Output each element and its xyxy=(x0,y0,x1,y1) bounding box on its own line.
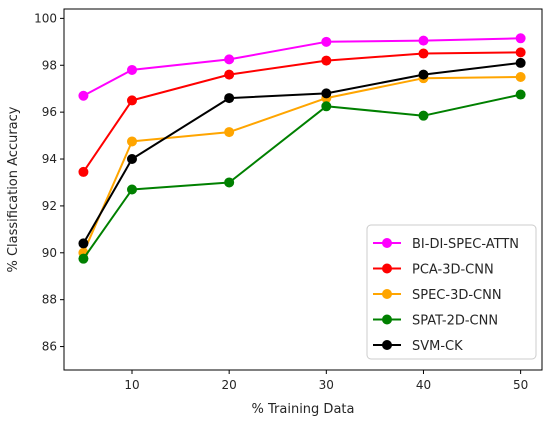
data-point-spat-2d-cnn xyxy=(78,253,89,264)
data-point-spec-3d-cnn xyxy=(515,71,526,82)
x-tick-label: 50 xyxy=(513,378,528,392)
data-point-svm-ck xyxy=(515,57,526,68)
series-line-spat-2d-cnn xyxy=(82,93,521,260)
data-point-spec-3d-cnn xyxy=(127,136,138,147)
series-line-svm-ck xyxy=(82,61,521,244)
y-tick-label: 92 xyxy=(42,199,57,213)
legend-item-spat-2d-cnn: SPAT-2D-CNN xyxy=(373,314,498,329)
data-point-pca-3d-cnn xyxy=(418,48,429,59)
legend-label: SVM-CK xyxy=(412,339,463,354)
data-point-pca-3d-cnn xyxy=(127,95,138,106)
data-point-spat-2d-cnn xyxy=(515,89,526,100)
legend-label: SPAT-2D-CNN xyxy=(412,314,498,329)
data-point-bi-di-spec-attn xyxy=(515,33,526,44)
data-point-svm-ck xyxy=(321,88,332,99)
y-axis-ticks: 86 88 90 92 94 96 98 100 xyxy=(34,11,64,354)
y-tick-label: 96 xyxy=(42,105,57,119)
series-layer xyxy=(78,33,526,264)
legend-items: BI-DI-SPEC-ATTN PCA-3D-CNN SPEC-3D-CNN SPAT… xyxy=(373,237,519,354)
y-axis-label: % Classification Accuracy xyxy=(6,106,21,272)
legend-marker xyxy=(382,340,392,350)
data-point-spat-2d-cnn xyxy=(224,177,235,188)
data-point-pca-3d-cnn xyxy=(321,55,332,66)
data-point-bi-di-spec-attn xyxy=(224,54,235,65)
legend-marker xyxy=(382,263,392,274)
data-point-bi-di-spec-attn xyxy=(321,36,332,47)
y-tick-label: 90 xyxy=(42,246,57,260)
data-point-svm-ck xyxy=(224,93,235,104)
legend-item-spec-3d-cnn: SPEC-3D-CNN xyxy=(373,288,502,303)
series-line-pca-3d-cnn xyxy=(82,51,521,173)
series-pca-3d-cnn xyxy=(78,47,526,177)
data-point-pca-3d-cnn xyxy=(224,69,235,80)
x-axis-ticks: 10 20 30 40 50 xyxy=(124,370,528,392)
series-spat-2d-cnn xyxy=(78,89,526,264)
x-axis-label: % Training Data xyxy=(252,402,355,417)
legend-label: SPEC-3D-CNN xyxy=(412,288,502,303)
data-point-spat-2d-cnn xyxy=(321,101,332,112)
series-line-spec-3d-cnn xyxy=(82,76,521,254)
x-tick-label: 10 xyxy=(124,378,139,392)
legend-marker xyxy=(382,238,392,248)
series-svm-ck xyxy=(78,57,526,249)
data-point-svm-ck xyxy=(78,238,89,249)
legend-item-bi-di-spec-attn: BI-DI-SPEC-ATTN xyxy=(373,237,519,252)
legend-label: PCA-3D-CNN xyxy=(412,263,494,278)
y-tick-label: 86 xyxy=(42,340,57,354)
data-point-pca-3d-cnn xyxy=(515,47,526,58)
y-tick-label: 100 xyxy=(34,11,57,25)
data-point-svm-ck xyxy=(418,69,429,80)
legend-label: BI-DI-SPEC-ATTN xyxy=(412,237,519,252)
series-line-bi-di-spec-attn xyxy=(82,37,521,97)
data-point-bi-di-spec-attn xyxy=(78,90,89,101)
data-point-spec-3d-cnn xyxy=(224,127,235,138)
plot-frame xyxy=(63,8,543,371)
x-tick-label: 20 xyxy=(222,378,237,392)
data-point-pca-3d-cnn xyxy=(78,166,89,177)
data-point-bi-di-spec-attn xyxy=(418,35,429,46)
x-tick-label: 30 xyxy=(319,378,334,392)
legend: BI-DI-SPEC-ATTN PCA-3D-CNN SPEC-3D-CNN SPAT… xyxy=(366,224,537,360)
data-point-spat-2d-cnn xyxy=(127,184,138,195)
data-point-spat-2d-cnn xyxy=(418,110,429,121)
x-tick-label: 40 xyxy=(416,378,431,392)
y-tick-label: 98 xyxy=(42,58,57,72)
y-tick-label: 88 xyxy=(42,293,57,307)
legend-box xyxy=(366,224,537,360)
legend-marker xyxy=(382,289,392,299)
legend-item-svm-ck: SVM-CK xyxy=(373,339,463,354)
legend-item-pca-3d-cnn: PCA-3D-CNN xyxy=(373,263,494,278)
legend-marker xyxy=(382,314,392,325)
data-point-bi-di-spec-attn xyxy=(127,64,138,75)
data-point-svm-ck xyxy=(127,154,138,165)
y-tick-label: 94 xyxy=(42,152,57,166)
series-bi-di-spec-attn xyxy=(78,33,526,101)
